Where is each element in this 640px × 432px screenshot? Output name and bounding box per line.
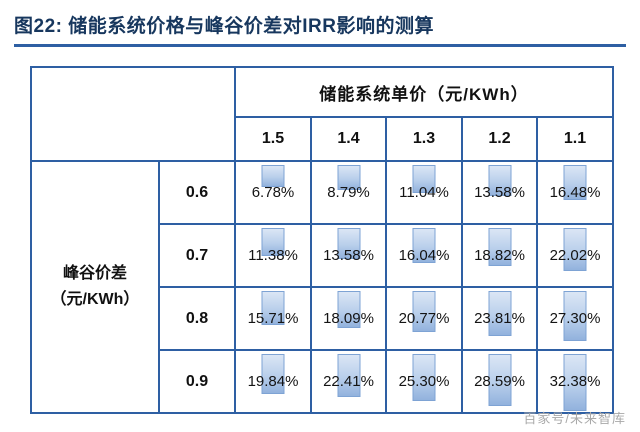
irr-data-bar xyxy=(563,354,587,411)
data-row: 0.9 19.84% 22.41% 25.30% 28.59% 32.38% xyxy=(31,349,614,414)
irr-value: 19.84% xyxy=(247,373,299,390)
irr-table: 储能系统单价（元/KWh） 1.5 1.4 1.3 1.2 1.1 峰谷价差 （元… xyxy=(30,66,614,414)
column-header: 1.3 xyxy=(385,116,463,162)
irr-value: 25.30% xyxy=(398,373,450,390)
irr-value: 8.79% xyxy=(327,184,370,201)
irr-value: 15.71% xyxy=(247,310,299,327)
irr-value: 11.38% xyxy=(248,247,298,264)
irr-value: 22.41% xyxy=(323,373,374,390)
irr-value: 13.58% xyxy=(323,247,374,264)
row-label: 0.9 xyxy=(158,349,236,414)
irr-cell: 13.58% xyxy=(310,223,387,288)
irr-data-bar xyxy=(261,354,285,394)
irr-data-bar xyxy=(337,291,360,328)
irr-value: 16.04% xyxy=(398,247,450,264)
irr-cell: 25.30% xyxy=(385,349,463,414)
irr-value: 6.78% xyxy=(251,184,295,201)
irr-data-bar xyxy=(563,228,587,271)
irr-cell: 28.59% xyxy=(461,349,538,414)
row-label: 0.7 xyxy=(158,223,236,288)
irr-cell: 22.41% xyxy=(310,349,387,414)
irr-cell: 16.04% xyxy=(385,223,463,288)
irr-data-bar xyxy=(261,165,285,187)
irr-cell: 13.58% xyxy=(461,160,538,225)
irr-data-bar xyxy=(337,228,360,259)
irr-cell: 27.30% xyxy=(536,286,614,351)
irr-cell: 19.84% xyxy=(234,349,312,414)
watermark: 百家号/未来智库 xyxy=(523,411,626,426)
irr-value: 11.04% xyxy=(399,184,449,201)
irr-value: 13.58% xyxy=(474,184,525,201)
irr-data-bar xyxy=(412,228,436,263)
row-label: 0.6 xyxy=(158,160,236,225)
irr-data-bar xyxy=(488,165,511,196)
irr-value: 32.38% xyxy=(549,373,601,390)
irr-cell: 18.82% xyxy=(461,223,538,288)
irr-data-bar xyxy=(261,291,285,325)
irr-cell: 15.71% xyxy=(234,286,312,351)
irr-value: 18.82% xyxy=(474,247,525,264)
irr-cell: 22.02% xyxy=(536,223,614,288)
column-header: 1.1 xyxy=(536,116,614,162)
column-group-header: 储能系统单价（元/KWh） xyxy=(234,66,614,118)
column-header: 1.4 xyxy=(310,116,387,162)
irr-value: 16.48% xyxy=(549,184,601,201)
row-group-header: 峰谷价差 （元/KWh） xyxy=(30,160,160,414)
irr-value: 28.59% xyxy=(474,373,525,390)
irr-cell: 20.77% xyxy=(385,286,463,351)
irr-cell: 18.09% xyxy=(310,286,387,351)
irr-data-bar xyxy=(261,228,285,256)
data-row: 0.7 11.38% 13.58% 16.04% 18.82% 22.02% xyxy=(31,223,614,288)
corner-cell xyxy=(30,66,236,162)
irr-value: 20.77% xyxy=(398,310,450,327)
irr-data-bar xyxy=(412,291,436,332)
column-header: 1.5 xyxy=(234,116,312,162)
irr-data-bar xyxy=(412,354,436,401)
row-label: 0.8 xyxy=(158,286,236,351)
irr-data-bar xyxy=(337,354,360,397)
irr-data-bar xyxy=(488,228,511,266)
irr-data-bar xyxy=(563,291,587,341)
irr-data-bar xyxy=(563,165,587,200)
irr-data-bar xyxy=(488,291,511,336)
figure-title: 图22: 储能系统价格与峰谷价差对IRR影响的测算 xyxy=(14,16,434,37)
irr-data-bar xyxy=(337,165,360,190)
irr-value: 18.09% xyxy=(323,310,374,327)
irr-value: 22.02% xyxy=(549,247,601,264)
data-row: 峰谷价差 （元/KWh） 0.6 6.78% 8.79% 11.04% 13.58% 16.4… xyxy=(30,160,614,414)
irr-data-bar xyxy=(488,354,511,406)
irr-value: 27.30% xyxy=(549,310,601,327)
irr-cell: 16.48% xyxy=(536,160,614,225)
irr-value: 23.81% xyxy=(474,310,525,327)
group-header-row: 储能系统单价（元/KWh） xyxy=(30,66,614,162)
irr-cell: 32.38% xyxy=(536,349,614,414)
column-header: 1.2 xyxy=(461,116,538,162)
title-underline xyxy=(14,44,626,47)
data-row: 0.8 15.71% 18.09% 20.77% 23.81% 27.30% xyxy=(31,286,614,351)
irr-cell: 23.81% xyxy=(461,286,538,351)
column-header-row: 1.5 1.4 1.3 1.2 1.1 xyxy=(31,116,614,162)
irr-data-bar xyxy=(412,165,436,193)
irr-cell: 8.79% xyxy=(310,160,387,225)
irr-cell: 11.38% xyxy=(234,223,312,288)
irr-cell: 6.78% xyxy=(234,160,312,225)
irr-cell: 11.04% xyxy=(385,160,463,225)
